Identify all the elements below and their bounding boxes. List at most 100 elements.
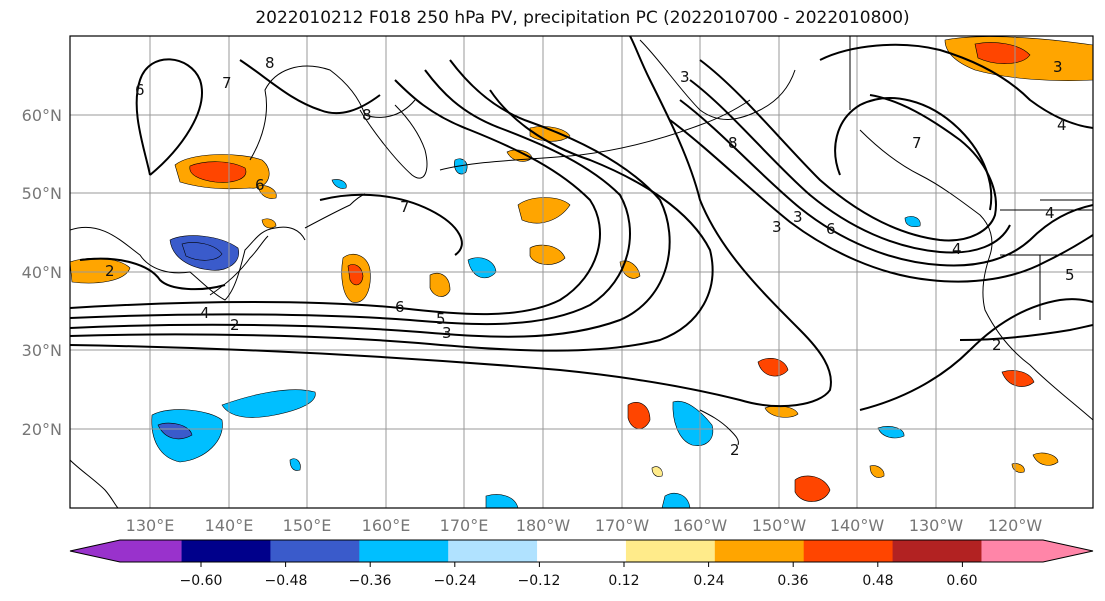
pv-contour — [135, 58, 203, 176]
lat-label: 50°N — [22, 184, 62, 203]
colorbar-tick-label: 0.12 — [608, 573, 639, 589]
map-border — [69, 35, 1094, 509]
precip-blob — [261, 218, 277, 229]
alaska-coastline — [639, 39, 796, 120]
contour-label: 2 — [992, 336, 1002, 354]
colorbar-tick-label: −0.24 — [434, 573, 477, 589]
colorbar-tick-label: 0.36 — [777, 573, 808, 589]
aleutian-islands — [439, 99, 751, 171]
pv-contour — [689, 79, 1011, 254]
north-america-coastline — [982, 254, 1093, 421]
precip-blob — [157, 422, 193, 440]
precip-blob — [429, 272, 451, 297]
pv-contour — [70, 79, 601, 316]
kamchatka-coastline — [359, 104, 428, 179]
colorbar-extend-low — [70, 540, 120, 562]
contour-label: 4 — [1045, 204, 1055, 222]
pv-contour — [79, 257, 226, 291]
colorbar-tick-label: 0.60 — [946, 573, 977, 589]
pv-contour — [859, 298, 1093, 411]
colorbar-block — [625, 540, 716, 562]
pv-contour — [669, 119, 1093, 283]
contour-label: 4 — [200, 304, 210, 322]
pv-contour — [699, 59, 997, 242]
colorbar-block — [359, 540, 449, 562]
lon-label: 140°E — [205, 516, 254, 535]
precip-blob — [757, 357, 789, 377]
colorbar-block — [537, 540, 627, 562]
pv-contours — [70, 36, 1093, 411]
colorbar-outline — [69, 539, 1094, 563]
colorbar-block — [803, 540, 894, 562]
contour-label: 8 — [728, 134, 738, 152]
precip-blob — [661, 493, 691, 508]
longitude-labels: 130°E 140°E 150°E 160°E 170°E 180°W 170°… — [126, 516, 1043, 535]
contour-label: 5 — [1065, 266, 1075, 284]
lon-label: 130°W — [909, 516, 964, 535]
precip-negative-areas — [151, 158, 921, 508]
pv-contour — [70, 69, 631, 326]
lon-label: 170°W — [595, 516, 650, 535]
kuril-islands — [304, 193, 366, 229]
colorbar-block — [448, 540, 538, 562]
contour-label: 8 — [362, 106, 372, 124]
lon-label: 120°W — [988, 516, 1043, 535]
state-borders — [1000, 199, 1093, 320]
colorbar-block — [892, 540, 982, 562]
contour-label: 3 — [442, 324, 452, 342]
precip-blob — [517, 197, 571, 224]
map-title: 2022010212 F018 250 hPa PV, precipitatio… — [255, 8, 910, 28]
precip-blob — [1032, 452, 1059, 466]
pv-contour — [70, 89, 714, 352]
contour-label: 3 — [793, 208, 803, 226]
precip-blob — [529, 244, 566, 265]
lon-label: 160°W — [673, 516, 728, 535]
lat-label: 20°N — [22, 420, 62, 439]
contour-label: 7 — [912, 134, 922, 152]
precip-blob — [189, 161, 247, 183]
precip-blob — [485, 494, 519, 508]
precip-blob — [672, 400, 714, 446]
colorbar-block — [120, 540, 182, 562]
contour-label: 4 — [952, 240, 962, 258]
colorbar-tick-label: 0.48 — [862, 573, 893, 589]
precip-blob — [181, 242, 223, 261]
contour-labels: 6 8 7 6 8 7 6 5 3 2 4 2 3 8 6 4 3 2 4 5 … — [105, 54, 1075, 459]
precip-blob — [1001, 370, 1035, 387]
colorbar-tick-label: −0.36 — [349, 573, 392, 589]
precip-blob — [347, 264, 364, 286]
pv-contour — [70, 59, 671, 338]
lat-label: 40°N — [22, 263, 62, 282]
precip-blob — [331, 179, 347, 189]
pv-contour — [319, 193, 463, 256]
colorbar-tick-label: −0.48 — [265, 573, 308, 589]
pv-contour — [819, 43, 1093, 129]
contour-label: 6 — [135, 81, 145, 99]
precip-blob — [627, 401, 651, 430]
lon-label: 130°E — [126, 516, 175, 535]
precip-blob — [974, 42, 1031, 64]
asia-coastline — [249, 65, 416, 161]
contour-label: 2 — [230, 316, 240, 334]
precip-blob — [869, 465, 885, 478]
colorbar-block — [270, 540, 360, 562]
lat-label: 60°N — [22, 106, 62, 125]
lon-label: 160°E — [362, 516, 411, 535]
lon-label: 170°E — [440, 516, 489, 535]
precip-blob — [289, 458, 301, 471]
pv-contour — [959, 324, 1093, 341]
contour-label: 5 — [436, 310, 446, 328]
precip-blob — [651, 466, 663, 477]
colorbar-tick-label: 0.24 — [693, 573, 724, 589]
colorbar-tick-label: −0.60 — [180, 573, 223, 589]
colorbar-extend-high — [1043, 540, 1093, 562]
lon-label: 140°W — [830, 516, 885, 535]
contour-label: 8 — [265, 54, 275, 72]
precip-positive-areas — [70, 36, 1093, 502]
lon-label: 150°E — [283, 516, 332, 535]
pv-contour — [834, 97, 993, 211]
philippines-coastline — [70, 459, 119, 508]
asia-coastline — [70, 226, 306, 301]
contour-label: 6 — [255, 176, 265, 194]
